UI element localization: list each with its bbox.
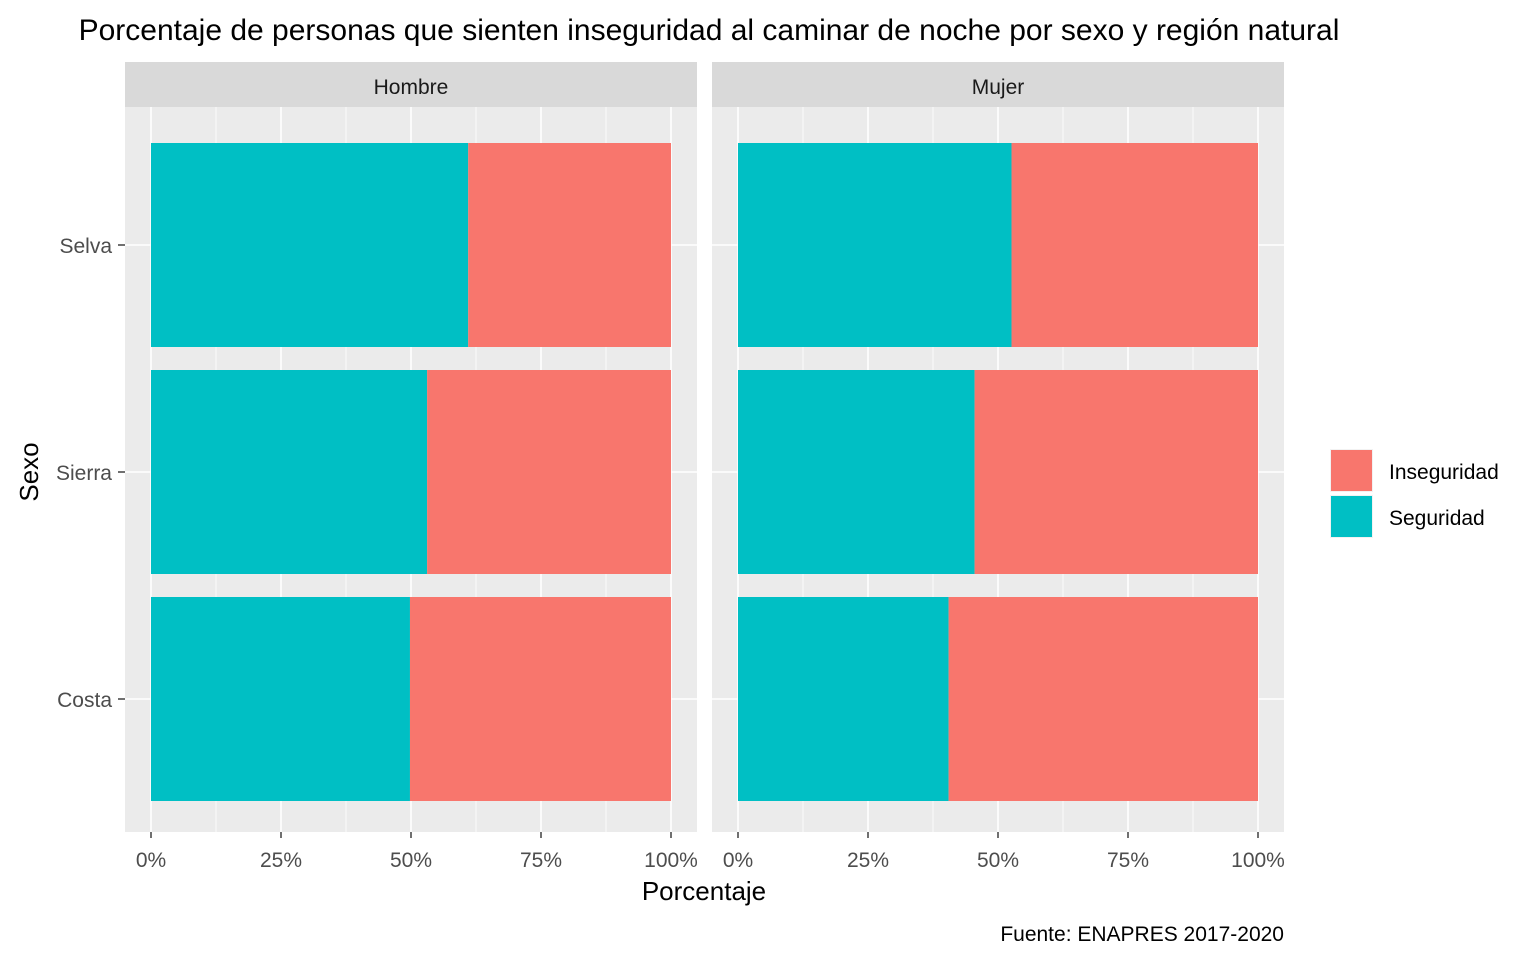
bar-seguridad-costa (151, 597, 410, 801)
x-tick-label: 50% (977, 849, 1019, 872)
x-tick-label: 75% (520, 849, 562, 872)
legend: Inseguridad Seguridad (1330, 449, 1499, 538)
bar-inseguridad-sierra (974, 370, 1258, 574)
y-tick-label: Sierra (56, 462, 112, 485)
bar-inseguridad-costa (409, 597, 671, 801)
chart-title: Porcentaje de personas que sienten inseg… (79, 14, 1340, 47)
x-tick-label: 100% (644, 849, 698, 872)
y-axis-title: Sexo (14, 442, 44, 501)
x-tick-label: 0% (723, 849, 753, 872)
bar-seguridad-selva (151, 143, 469, 347)
facet-panels: Hombre 0% 25% 50% 75% 100% Costa Sierra Selva Muj… (56, 62, 1285, 872)
legend-label: Seguridad (1389, 507, 1485, 530)
bar-inseguridad-sierra (427, 370, 671, 574)
facet-strip (125, 62, 697, 107)
bar-seguridad-sierra (738, 370, 975, 574)
facet-strip (712, 62, 1284, 107)
x-tick-label: 25% (847, 849, 889, 872)
facet-mujer: Mujer 0% 25% 50% 75% 100% (712, 62, 1285, 872)
chart-caption: Fuente: ENAPRES 2017-2020 (1000, 923, 1284, 946)
legend-label: Inseguridad (1389, 461, 1499, 484)
x-tick-label: 100% (1231, 849, 1285, 872)
legend-swatch-seguridad (1331, 496, 1372, 537)
x-tick-label: 75% (1107, 849, 1149, 872)
facet-hombre: Hombre 0% 25% 50% 75% 100% Costa Sierra Selva (56, 62, 698, 872)
bar-inseguridad-selva (1011, 143, 1258, 347)
legend-swatch-inseguridad (1331, 450, 1372, 491)
facet-label: Hombre (374, 76, 449, 99)
x-tick-label: 50% (390, 849, 432, 872)
bar-inseguridad-costa (948, 597, 1258, 801)
bar-seguridad-selva (738, 143, 1012, 347)
x-axis-title: Porcentaje (642, 876, 766, 906)
facet-label: Mujer (972, 76, 1025, 99)
y-tick-label: Costa (57, 689, 112, 712)
x-tick-label: 0% (136, 849, 166, 872)
x-tick-label: 25% (260, 849, 302, 872)
bar-seguridad-sierra (151, 370, 428, 574)
y-tick-label: Selva (59, 235, 112, 258)
bar-inseguridad-selva (468, 143, 671, 347)
bar-seguridad-costa (738, 597, 949, 801)
